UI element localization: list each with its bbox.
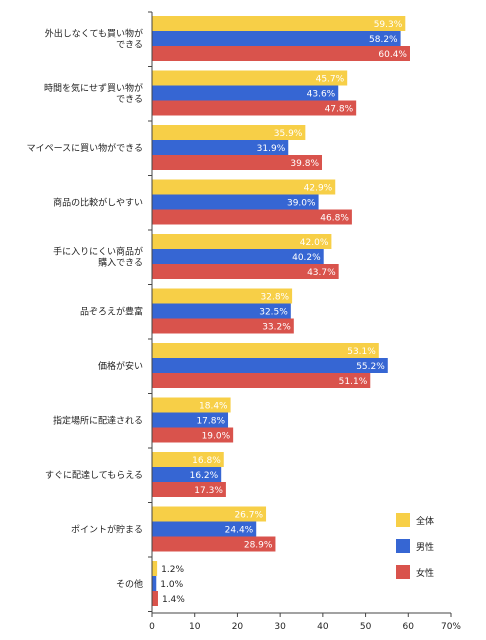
value-label: 42.0%	[300, 238, 329, 248]
category-label: マイペースに買い物ができる	[27, 142, 143, 154]
value-label: 40.2%	[292, 253, 321, 263]
bar	[152, 85, 339, 101]
value-label: 39.8%	[290, 159, 319, 169]
value-label: 42.9%	[304, 184, 333, 194]
bar	[152, 506, 267, 522]
value-label: 26.7%	[234, 511, 263, 521]
bar	[152, 427, 234, 443]
value-label: 35.9%	[274, 129, 303, 139]
x-tick-label: 10	[189, 622, 201, 632]
bar	[152, 234, 332, 249]
category-label: その他	[116, 578, 143, 590]
value-label: 1.4%	[162, 595, 185, 605]
bar	[152, 125, 306, 140]
category-label: 手に入りにくい商品が	[53, 246, 143, 258]
value-label: 19.0%	[202, 432, 231, 442]
value-label: 16.2%	[190, 471, 219, 481]
category-label: すぐに配達してもらえる	[45, 469, 143, 481]
value-label: 17.8%	[196, 417, 225, 427]
value-label: 33.2%	[262, 323, 291, 333]
bar	[152, 482, 226, 497]
category-label: ポイントが貯まる	[71, 524, 143, 536]
bar	[152, 412, 229, 428]
x-tick-label: 50	[360, 622, 372, 632]
category-label: 指定場所に配達される	[53, 415, 143, 427]
category-label: 品ぞろえが豊富	[80, 306, 143, 318]
bar	[152, 576, 157, 591]
bar	[152, 561, 158, 576]
value-label: 24.4%	[225, 526, 254, 536]
legend-swatch	[396, 513, 410, 527]
category-label: 外出しなくても買い物が	[45, 28, 143, 40]
value-label: 16.8%	[192, 456, 221, 466]
value-label: 43.7%	[307, 268, 336, 278]
legend-label: 女性	[416, 567, 434, 579]
x-tick-label: 60	[403, 622, 415, 632]
value-label: 28.9%	[244, 541, 273, 551]
value-label: 1.2%	[161, 565, 184, 575]
bar	[152, 521, 257, 537]
bar	[152, 303, 291, 319]
value-label: 17.3%	[194, 486, 223, 496]
bar	[152, 536, 276, 552]
value-label: 53.1%	[347, 347, 376, 357]
value-label: 1.0%	[160, 580, 183, 590]
bar	[152, 194, 319, 210]
value-label: 60.4%	[378, 50, 407, 60]
bar	[152, 179, 336, 195]
legend-label: 全体	[416, 515, 434, 527]
bar	[152, 467, 222, 482]
value-label: 45.7%	[316, 75, 345, 85]
category-label: できる	[116, 94, 143, 105]
value-label: 43.6%	[307, 90, 336, 100]
value-label: 46.8%	[320, 214, 349, 224]
category-label: 購入できる	[98, 257, 143, 269]
value-label: 55.2%	[356, 362, 385, 372]
x-tick-label: 70%	[441, 622, 461, 632]
bar	[152, 264, 339, 279]
bar	[152, 318, 294, 334]
category-label: 商品の比較がしやすい	[53, 197, 143, 209]
category-label: できる	[116, 40, 143, 51]
value-label: 31.9%	[257, 144, 286, 154]
value-label: 39.0%	[287, 199, 316, 209]
value-label: 32.5%	[259, 308, 288, 318]
value-label: 47.8%	[325, 105, 354, 115]
bar	[152, 70, 348, 86]
legend-swatch	[396, 565, 410, 579]
bar	[152, 358, 388, 373]
legend-label: 男性	[416, 541, 434, 553]
x-tick-label: 20	[232, 622, 244, 632]
value-label: 58.2%	[369, 35, 398, 45]
bar	[152, 100, 357, 116]
value-label: 18.4%	[199, 402, 228, 412]
bar	[152, 155, 323, 170]
category-label: 時間を気にせず買い物が	[44, 82, 143, 94]
category-label: 価格が安い	[98, 360, 143, 372]
value-label: 59.3%	[374, 20, 403, 30]
x-tick-label: 40	[317, 622, 329, 632]
x-tick-label: 0	[149, 622, 155, 632]
legend-swatch	[396, 539, 410, 553]
bar	[152, 452, 224, 467]
bar	[152, 249, 324, 264]
bar	[152, 31, 401, 46]
x-tick-label: 30	[274, 622, 286, 632]
bar	[152, 591, 158, 606]
value-label: 32.8%	[261, 293, 290, 303]
bar	[152, 397, 231, 413]
bar	[152, 343, 379, 358]
bar	[152, 46, 410, 61]
bar	[152, 16, 406, 31]
bar	[152, 373, 371, 388]
bar	[152, 209, 352, 225]
bar	[152, 140, 289, 155]
bar	[152, 288, 293, 304]
value-label: 51.1%	[339, 377, 368, 387]
